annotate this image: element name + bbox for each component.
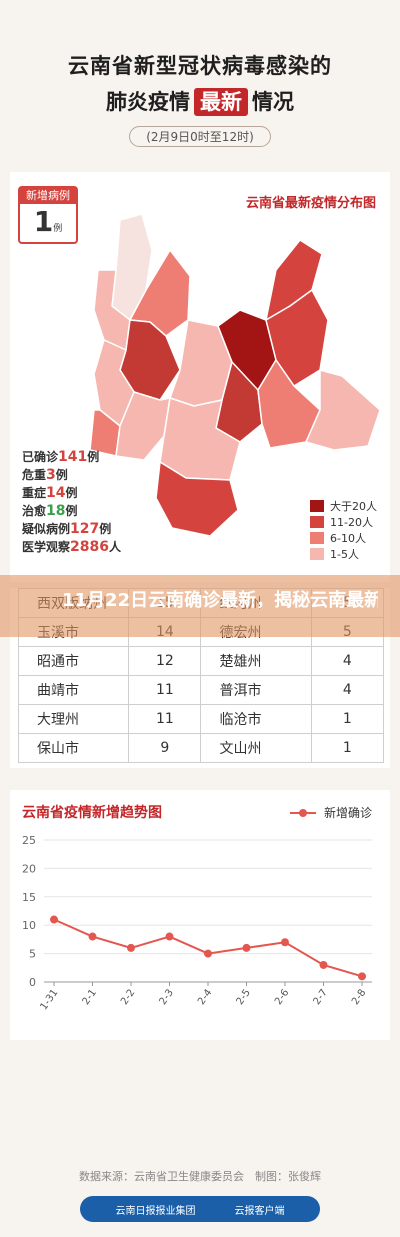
y-tick-label: 0: [29, 976, 36, 989]
badge-value: 1例: [33, 205, 63, 238]
data-point: [358, 972, 366, 981]
legend-item: 6-10人: [310, 530, 377, 546]
legend-line: [289, 808, 316, 817]
data-point: [242, 943, 251, 952]
y-tick-label: 10: [22, 919, 36, 932]
stat-critical: 危重3例: [22, 467, 68, 483]
badge-label: 新增病例: [20, 188, 76, 204]
brand-left: 云南日报报业集团: [115, 1205, 196, 1217]
page-title: 云南省新型冠状病毒感染的: [68, 54, 332, 78]
brand-right: 云报客户端: [234, 1205, 285, 1217]
stat-cured: 治愈18例: [22, 503, 78, 519]
city-name-cell: 曲靖市: [17, 675, 130, 705]
table-row: 保山市 9 文山州 1: [17, 733, 385, 763]
case-count-cell: 9: [128, 733, 202, 763]
headline-overlay[interactable]: 11月22日云南确诊最新，揭秘云南最新科技神器登场，1: [0, 575, 400, 637]
case-count-cell: 1: [310, 733, 385, 763]
x-tick-label: 2-5: [235, 987, 253, 1007]
x-tick-label: 2-4: [196, 987, 214, 1007]
case-count-cell: 4: [310, 646, 385, 676]
map-legend: 大于20人 11-20人 6-10人 1-5人: [310, 498, 377, 562]
table-row: 大理州 11 临沧市 1: [17, 704, 385, 734]
stat-severe: 重症14例: [22, 485, 78, 501]
city-name-cell: 昭通市: [17, 646, 130, 676]
y-tick-label: 25: [22, 834, 36, 847]
case-count-cell: 1: [310, 704, 385, 734]
legend-label: 新增确诊: [323, 806, 372, 820]
legend-item: 1-5人: [310, 546, 377, 562]
x-tick-label: 1-31: [38, 987, 60, 1012]
series-line: [53, 918, 363, 978]
stat-suspected: 疑似病例127例: [22, 521, 112, 537]
city-name-cell: 楚雄州: [200, 646, 312, 676]
data-point: [281, 938, 289, 947]
stat-observation: 医学观察2886人: [22, 539, 121, 555]
city-name-cell: 普洱市: [200, 675, 312, 705]
headline-text[interactable]: 11月22日云南确诊最新，揭秘云南最新科技神器登场，1: [62, 590, 378, 611]
case-count-cell: 12: [128, 646, 202, 676]
trend-card: 云南省疫情新增趋势图 新增确诊 0 5 10 15 20 25 1-31 2-1 2-2 2-3 2…: [10, 790, 390, 1040]
map-region-wenshan: [305, 369, 381, 451]
map-card: 新增病例 1例 云南省最新疫情分布图 已确诊141例 危重3例 重症14例 治愈…: [10, 172, 390, 582]
x-tick-label: 2-6: [273, 987, 291, 1007]
data-point: [204, 949, 212, 958]
table-row: 曲靖市 11 普洱市 4: [17, 675, 385, 705]
y-tick-label: 5: [29, 948, 36, 961]
legend-swatch: [310, 500, 324, 512]
city-name-cell: 保山市: [17, 733, 130, 763]
city-name-cell: 临沧市: [200, 704, 312, 734]
table-row: 昭通市 12 楚雄州 4: [17, 646, 385, 676]
y-tick-label: 20: [22, 862, 36, 875]
footer-source: 数据来源：云南省卫生健康委员会 制图：张俊辉: [79, 1170, 321, 1183]
y-tick-label: 15: [22, 891, 36, 904]
data-point: [319, 960, 328, 969]
page-subtitle: 肺炎疫情 最新 情况: [0, 88, 400, 116]
map-title: 云南省最新疫情分布图: [245, 196, 376, 211]
legend-swatch: [310, 532, 324, 544]
trend-chart: 0 5 10 15 20 25 1-31 2-1 2-2 2-3 2-4 2-5 2-6 2-7 2-8: [22, 834, 372, 1012]
case-count-cell: 11: [128, 704, 202, 734]
data-point: [50, 915, 58, 924]
trend-legend: 新增确诊: [289, 804, 372, 821]
yunnan-map: [90, 213, 381, 537]
new-cases-badge: 新增病例 1例: [18, 186, 78, 244]
page-header: 云南省新型冠状病毒感染的 肺炎疫情 最新 情况 (2月9日0时至12时): [0, 0, 400, 170]
x-tick-label: 2-1: [81, 987, 99, 1007]
data-point: [165, 932, 174, 941]
stats-list: 已确诊141例 危重3例 重症14例 治愈18例 疑似病例127例 医学观察28…: [22, 448, 121, 556]
date-range: (2月9日0时至12时): [129, 126, 271, 147]
brand-bar: 云南日报报业集团 云报客户端: [80, 1196, 320, 1222]
subtitle-highlight: 最新: [194, 88, 248, 116]
subtitle-post: 情况: [252, 90, 294, 114]
data-point: [127, 943, 135, 952]
legend-swatch: [310, 548, 324, 560]
map-region-xishuangbanna: [155, 461, 239, 537]
data-point: [88, 932, 97, 941]
stat-confirmed: 已确诊141例: [22, 449, 100, 465]
x-tick-label: 2-7: [312, 987, 330, 1007]
city-name-cell: 大理州: [17, 704, 130, 734]
case-count-cell: 4: [310, 675, 385, 705]
legend-item: 11-20人: [310, 514, 377, 530]
x-tick-label: 2-8: [350, 987, 368, 1007]
legend-item: 大于20人: [310, 498, 377, 514]
x-tick-label: 2-2: [119, 987, 137, 1007]
x-tick-label: 2-3: [158, 987, 176, 1007]
map-region-qujing: [265, 289, 329, 387]
subtitle-pre: 肺炎疫情: [106, 90, 190, 114]
city-name-cell: 文山州: [200, 733, 312, 763]
legend-swatch: [310, 516, 324, 528]
case-count-cell: 11: [128, 675, 202, 705]
trend-title: 云南省疫情新增趋势图: [22, 805, 162, 821]
